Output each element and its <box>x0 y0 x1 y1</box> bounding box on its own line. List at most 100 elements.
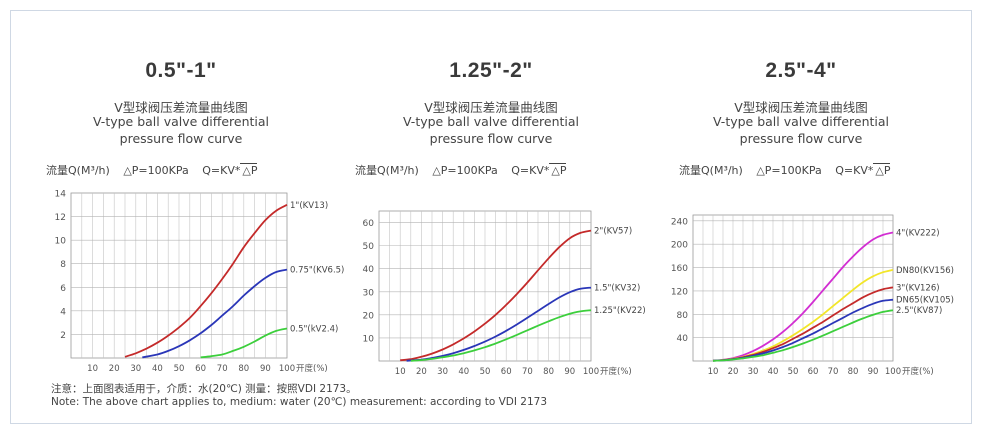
y-tick-label: 10 <box>363 334 375 344</box>
panel-small-valves: 0.5"-1" V型球阀压差流量曲线图 V-type ball valve di… <box>31 11 345 391</box>
x-axis-label: 开度(%) <box>296 363 328 374</box>
y-tick-label: 160 <box>671 264 688 274</box>
panel-subtitle-en-line2: pressure flow curve <box>739 131 863 146</box>
x-tick-label: 40 <box>152 364 163 374</box>
series-line <box>712 231 894 362</box>
x-tick-label: 80 <box>238 364 249 374</box>
chart-medium-valves: 10 20 30 40 50 60 10 20 30 40 50 60 70 80 90 100 开度(%) 2"… <box>363 210 646 377</box>
series-label: 1"(KV13) <box>290 201 328 211</box>
note-en: Note: The above chart applies to, medium… <box>51 396 548 408</box>
y-tick-label: 120 <box>671 287 688 297</box>
y-tick-label: 40 <box>677 334 689 344</box>
series-line <box>410 309 592 362</box>
x-tick-label: 10 <box>87 364 98 374</box>
series-label: 1.5"(KV32) <box>594 284 640 294</box>
panel-subtitle-cn: V型球阀压差流量曲线图 <box>734 100 868 115</box>
panel-subtitle-en-line1: V-type ball valve differential <box>92 114 270 129</box>
x-axis-label: 开度(%) <box>902 366 934 377</box>
panel-subtitle-en-line1: V-type ball valve differential <box>402 114 580 129</box>
panel-subtitle-en-line2: pressure flow curve <box>119 131 243 146</box>
x-tick-label: 10 <box>708 367 719 377</box>
series-line <box>142 268 288 359</box>
x-tick-label: 60 <box>501 367 512 377</box>
grid <box>378 210 592 362</box>
series-label: 1.25"(KV22) <box>594 306 646 316</box>
series-label: 3"(KV126) <box>896 283 940 293</box>
y-tick-label: 30 <box>363 288 375 298</box>
x-tick-label: 30 <box>748 367 759 377</box>
x-tick-label: 20 <box>416 367 427 377</box>
series-label: 2"(KV57) <box>594 227 632 237</box>
y-tick-label: 2 <box>60 331 66 341</box>
y-tick-label: 10 <box>55 237 67 247</box>
y-tick-label: 4 <box>60 307 66 317</box>
x-tick-label: 60 <box>195 364 206 374</box>
x-tick-label: 50 <box>788 367 799 377</box>
x-tick-label: 80 <box>848 367 859 377</box>
x-tick-label: 60 <box>808 367 819 377</box>
y-tick-label: 6 <box>60 284 66 294</box>
x-tick-label: 40 <box>458 367 469 377</box>
x-tick-label: 100 <box>279 364 295 374</box>
formula-label: Q=KV* △P <box>202 163 258 177</box>
series-line <box>124 204 288 358</box>
series-label: 4"(KV222) <box>896 229 940 239</box>
x-tick-label: 20 <box>728 367 739 377</box>
x-tick-label: 70 <box>522 367 533 377</box>
panel-title: 1.25"-2" <box>449 59 533 82</box>
x-tick-label: 40 <box>768 367 779 377</box>
figure-frame: 0.5"-1" V型球阀压差流量曲线图 V-type ball valve di… <box>10 10 972 424</box>
x-tick-label: 30 <box>437 367 448 377</box>
y-tick-label: 14 <box>55 190 67 200</box>
formula-radical: △P <box>873 163 891 177</box>
series-label: 0.5"(kV2.4) <box>290 325 338 335</box>
panel-subtitle-cn: V型球阀压差流量曲线图 <box>424 100 558 115</box>
x-axis-label: 开度(%) <box>600 366 632 377</box>
flow-unit-label: 流量Q(M³/h) <box>679 164 743 177</box>
panel-subtitle-en-line2: pressure flow curve <box>429 131 553 146</box>
pressure-label: △P=100KPa <box>432 164 498 177</box>
y-tick-label: 12 <box>55 213 66 223</box>
series-line <box>712 309 894 362</box>
formula-row: 流量Q(M³/h) △P=100KPa Q=KV* △P <box>355 162 576 178</box>
y-tick-label: 240 <box>671 217 688 227</box>
panel-large-valves: 2.5"-4" V型球阀压差流量曲线图 V-type ball valve di… <box>651 11 954 391</box>
x-tick-label: 80 <box>543 367 554 377</box>
series-label: DN80(KV156) <box>896 266 954 276</box>
series-label: DN65(KV105) <box>896 296 954 306</box>
y-tick-label: 200 <box>671 241 688 251</box>
flow-unit-label: 流量Q(M³/h) <box>46 164 110 177</box>
note-cn: 注意：上面图表适用于，介质：水(20℃) 测量：按照VDI 2173。 <box>51 383 357 395</box>
x-tick-label: 70 <box>217 364 228 374</box>
series-line <box>406 286 592 362</box>
formula-row: 流量Q(M³/h) △P=100KPa Q=KV* △P <box>679 162 900 178</box>
panel-medium-valves: 1.25"-2" V型球阀压差流量曲线图 V-type ball valve d… <box>341 11 646 391</box>
formula-radical: △P <box>549 163 567 177</box>
x-tick-label: 90 <box>260 364 271 374</box>
formula-label: Q=KV* △P <box>835 163 891 177</box>
x-tick-label: 10 <box>395 367 406 377</box>
panel-subtitle-en-line1: V-type ball valve differential <box>712 114 890 129</box>
x-tick-label: 100 <box>885 367 901 377</box>
grid <box>70 192 288 359</box>
x-tick-label: 70 <box>828 367 839 377</box>
x-tick-label: 90 <box>564 367 575 377</box>
y-tick-label: 8 <box>60 260 66 270</box>
pressure-label: △P=100KPa <box>123 164 189 177</box>
y-tick-label: 20 <box>363 311 375 321</box>
x-tick-label: 20 <box>109 364 120 374</box>
y-tick-label: 80 <box>677 311 689 321</box>
formula-radical: △P <box>240 163 258 177</box>
grid <box>692 214 894 362</box>
formula-label: Q=KV* △P <box>511 163 567 177</box>
series-line <box>200 327 288 359</box>
chart-small-valves: 2 4 6 8 10 12 14 10 20 30 40 50 60 70 80 90 100 开度(%) 1"(K… <box>55 190 345 375</box>
x-tick-label: 100 <box>583 367 599 377</box>
series-label: 2.5"(KV87) <box>896 306 942 316</box>
series-label: 0.75"(KV6.5) <box>290 266 344 276</box>
y-tick-label: 40 <box>363 265 375 275</box>
x-tick-label: 30 <box>130 364 141 374</box>
flow-unit-label: 流量Q(M³/h) <box>355 164 419 177</box>
panel-title: 0.5"-1" <box>145 59 217 82</box>
x-tick-label: 50 <box>480 367 491 377</box>
